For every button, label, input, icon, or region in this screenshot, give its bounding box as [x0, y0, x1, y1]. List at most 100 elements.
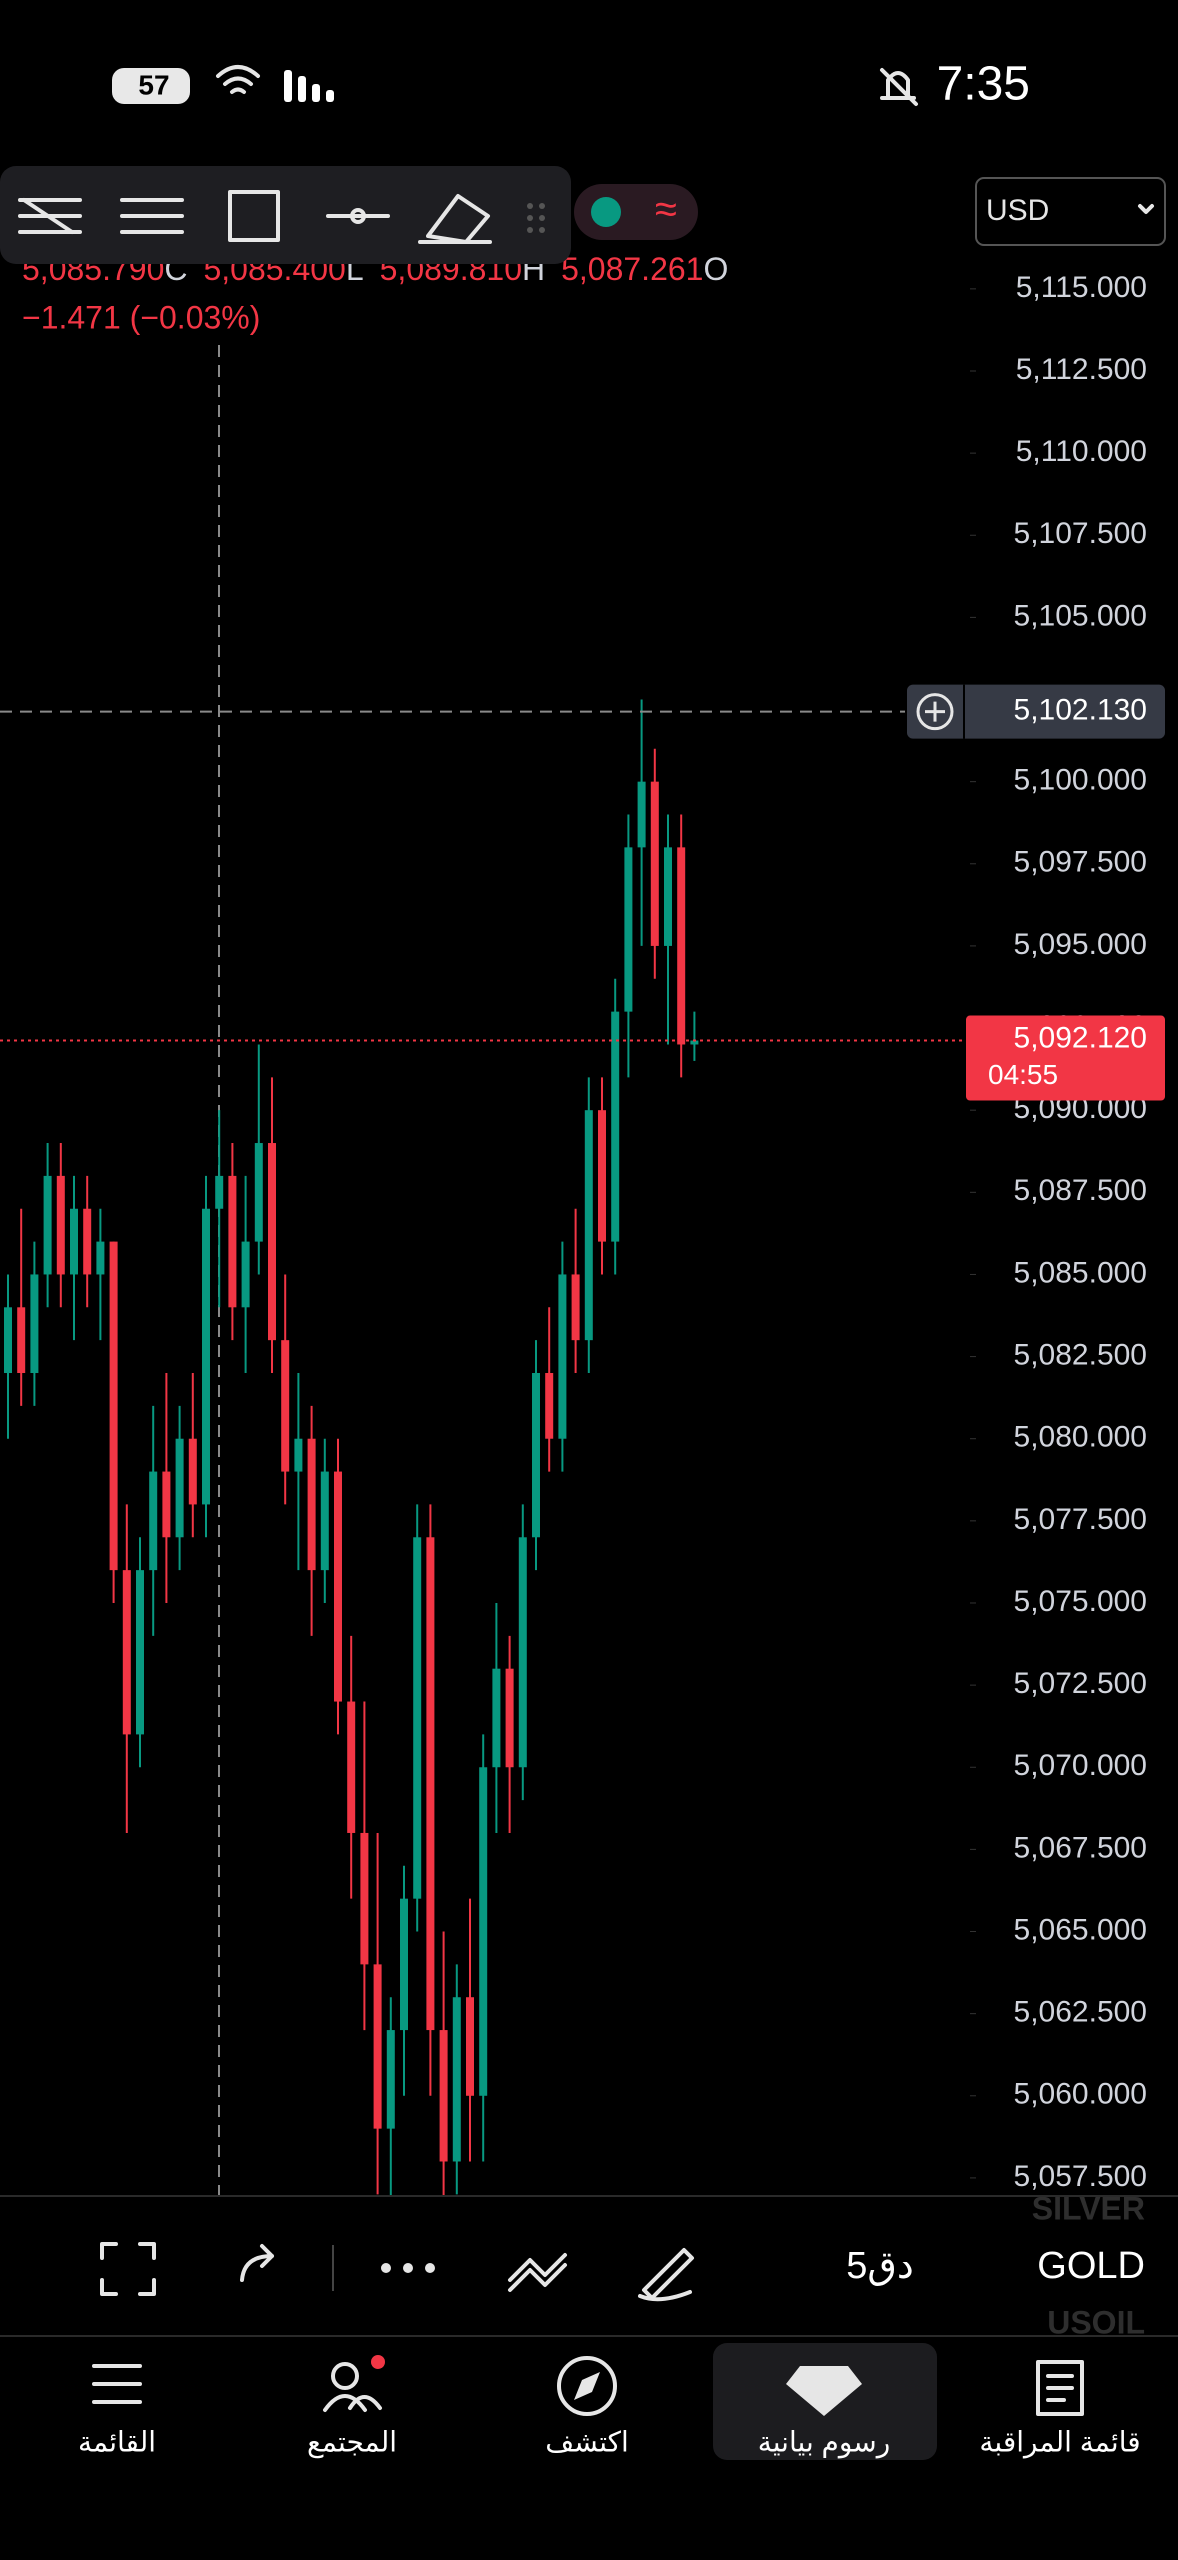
y-tick-label: 5,070.000: [1014, 1749, 1147, 1782]
candle-body: [334, 1471, 342, 1702]
y-tick-label: 5,115.000: [1016, 271, 1147, 304]
tool-brush[interactable]: [418, 194, 492, 244]
candle-body: [598, 1110, 606, 1242]
candle-body: [664, 847, 672, 946]
y-tick-label: 5,110.000: [1016, 435, 1147, 468]
candle-body: [426, 1537, 435, 2031]
y-tick-label: 5,095.000: [1014, 928, 1147, 961]
last-price-bg: [966, 1015, 1165, 1101]
more-icon[interactable]: [381, 2263, 435, 2273]
symbol[interactable]: GOLD: [1037, 2245, 1145, 2287]
crosshair-label-bg: [907, 684, 1165, 739]
candle-body: [268, 1143, 276, 1341]
candle-body: [320, 1471, 329, 1571]
candle-body: [17, 1307, 26, 1374]
candle-body: [545, 1373, 554, 1439]
tool-trend[interactable]: [18, 198, 82, 234]
candle-body: [56, 1175, 65, 1275]
countdown: 04:55: [988, 1059, 1058, 1090]
y-tick-label: 5,065.000: [1014, 1913, 1147, 1946]
y-tick-label: 5,060.000: [1014, 2078, 1147, 2111]
nav-bar: قائمة المراقبة رسوم بيانية اكتشف المجتمع الق…: [0, 2335, 1178, 2460]
candle-body: [241, 1241, 250, 1308]
y-tick-label: 5,085.000: [1014, 1256, 1147, 1289]
menu-icon[interactable]: [92, 2364, 142, 2404]
drawing-toolbar: ≈: [0, 166, 698, 264]
y-tick-label: 5,097.500: [1014, 846, 1147, 879]
y-tick-label: 5,075.000: [1014, 1585, 1147, 1618]
y-tick-label: 5,100.000: [1014, 764, 1147, 797]
community-icon[interactable]: [331, 2362, 359, 2390]
dropdown-arrow: [1138, 204, 1154, 214]
currency-select[interactable]: USD: [975, 177, 1166, 246]
candles: [4, 699, 699, 2195]
candle-body: [149, 1471, 158, 1571]
candle-body: [70, 1208, 78, 1275]
next-symbol[interactable]: USOIL: [1047, 2304, 1145, 2340]
indicators-icon[interactable]: [508, 2253, 567, 2292]
explore-needle: [574, 2372, 600, 2400]
y-tick-label: 5,107.500: [1014, 517, 1147, 550]
y-tick-label: 5,072.500: [1014, 1667, 1147, 1700]
candle-body: [215, 1175, 224, 1209]
prev-symbol[interactable]: SILVER: [1032, 2190, 1145, 2226]
draw-icon[interactable]: [638, 2248, 694, 2302]
y-tick-label: 5,057.500: [1014, 2160, 1147, 2193]
community-icon-body: [323, 2394, 382, 2412]
fullscreen-icon[interactable]: [100, 2242, 156, 2296]
candle-body: [518, 1537, 527, 1768]
candle-body: [624, 847, 633, 1012]
indicator-dot: [591, 197, 621, 227]
candle-body: [466, 1997, 474, 2096]
candle-body: [136, 1570, 144, 1735]
candle-body: [254, 1143, 263, 1242]
candle-body: [109, 1241, 118, 1571]
y-tick-label: 5,080.000: [1014, 1421, 1147, 1454]
tool-fib[interactable]: [120, 198, 184, 234]
candle-body: [677, 847, 686, 1045]
y-tick-label: 5,062.500: [1014, 1996, 1147, 2029]
candle-body: [294, 1438, 303, 1472]
clock: 7:35: [937, 58, 1030, 111]
nav-label[interactable]: المجتمع: [307, 2426, 397, 2458]
ohlc-key: O: [703, 251, 728, 287]
candle-body: [4, 1307, 12, 1374]
ohlc-value: 5,087.261: [561, 251, 703, 287]
nav-label[interactable]: القائمة: [78, 2426, 156, 2457]
candle-body: [188, 1438, 197, 1505]
candle-body: [307, 1438, 316, 1571]
nav-label[interactable]: قائمة المراقبة: [979, 2426, 1140, 2458]
candle-body: [690, 1040, 699, 1045]
add-alert-icon[interactable]: [916, 693, 954, 731]
candle-body: [439, 2030, 448, 2162]
watchlist-icon[interactable]: [1036, 2360, 1084, 2416]
nav-label[interactable]: اكتشف: [545, 2426, 629, 2457]
redo-icon[interactable]: [240, 2244, 274, 2282]
tool-rect[interactable]: [228, 190, 280, 242]
battery-level: 57: [138, 69, 169, 100]
currency-box[interactable]: [975, 177, 1166, 246]
charts-icon[interactable]: [786, 2366, 862, 2416]
candle-body: [584, 1110, 593, 1341]
candle-body: [611, 1011, 620, 1242]
y-tick-label: 5,082.500: [1014, 1339, 1147, 1372]
wifi-icon: [216, 65, 260, 94]
candle-body: [43, 1175, 52, 1275]
candle-body: [558, 1274, 567, 1439]
interval[interactable]: 5دق: [846, 2245, 914, 2287]
candle-body: [281, 1340, 290, 1472]
y-tick-label: 5,077.500: [1014, 1503, 1147, 1536]
candle-body: [400, 1898, 408, 2031]
change: −1.471 (−0.03%): [22, 299, 260, 335]
candle-body: [347, 1701, 356, 1833]
y-tick-label: 5,067.500: [1014, 1831, 1147, 1864]
candle-body: [571, 1274, 580, 1341]
candle-body: [479, 1767, 488, 2096]
notification-dot: [371, 2355, 385, 2369]
candle-body: [96, 1241, 105, 1275]
candle-body: [492, 1668, 501, 1768]
nav-label[interactable]: رسوم بيانية: [758, 2426, 891, 2458]
explore-icon[interactable]: [557, 2356, 617, 2416]
currency: USD: [986, 194, 1049, 227]
